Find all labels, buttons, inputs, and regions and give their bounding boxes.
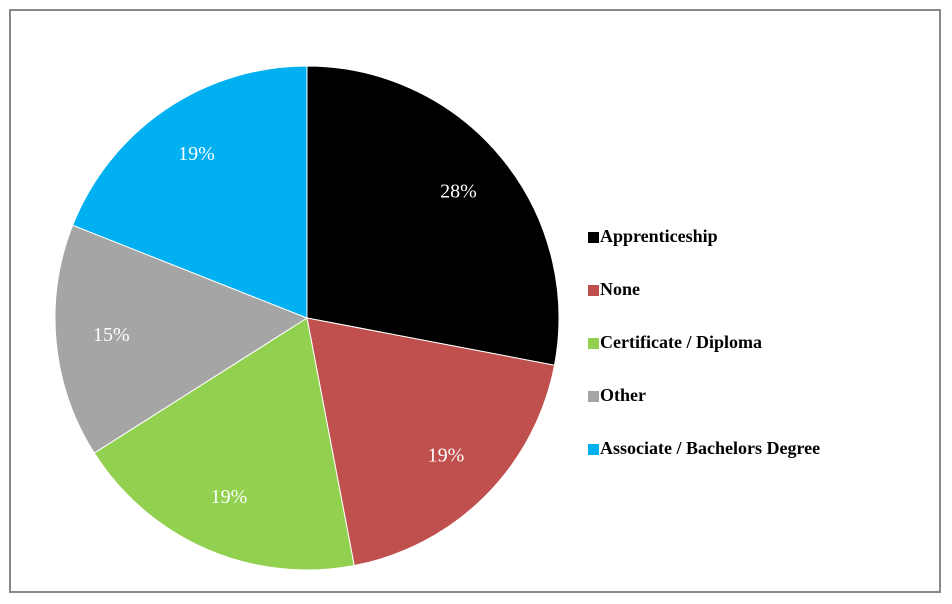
legend-label: None: [600, 279, 640, 299]
value-label: 28%: [440, 180, 477, 202]
legend-label: Associate / Bachelors Degree: [600, 438, 820, 458]
legend-label: Apprenticeship: [600, 226, 718, 246]
legend-swatch: [588, 338, 599, 349]
legend-swatch: [588, 232, 599, 243]
value-label: 15%: [93, 324, 130, 346]
legend-label: Other: [600, 385, 646, 405]
pie-slice: [306, 65, 560, 366]
pie-slice: [93, 317, 355, 571]
value-label: 19%: [211, 486, 248, 508]
pie-slice: [72, 65, 308, 319]
legend-swatch: [588, 285, 599, 296]
value-label: 19%: [178, 143, 215, 165]
pie-slice: [306, 317, 556, 567]
legend-swatch: [588, 444, 599, 455]
value-label: 19%: [428, 445, 465, 467]
pie-slice: [54, 224, 309, 454]
legend-swatch: [588, 391, 599, 402]
legend-label: Certificate / Diploma: [600, 332, 762, 352]
